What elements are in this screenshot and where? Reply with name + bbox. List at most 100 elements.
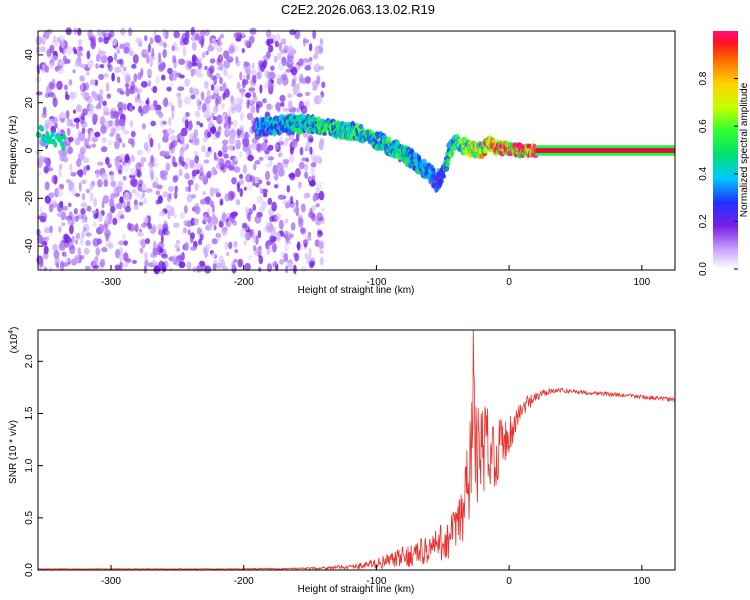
spectrogram-cell	[75, 239, 79, 245]
spectrogram-cell	[125, 80, 129, 90]
spectrogram-cell	[48, 203, 54, 213]
spectrogram-cell	[289, 93, 295, 98]
spectrogram-cell	[101, 246, 108, 253]
spectrogram-cell	[199, 29, 206, 38]
spectrogram-cell	[112, 111, 120, 119]
spectrogram-cell	[258, 206, 265, 213]
ridge-cell	[322, 131, 327, 136]
ridge-cell	[441, 173, 447, 179]
spectrogram-cell	[188, 61, 193, 68]
spectrogram-cell	[319, 250, 324, 254]
spectrogram-cell	[115, 46, 121, 51]
spectrogram-cell	[160, 234, 164, 244]
spectrogram-cell	[52, 97, 58, 108]
spectrogram-cell	[216, 47, 223, 53]
spectrogram-cell	[35, 91, 43, 96]
spectrogram-cell	[51, 39, 59, 48]
spectrogram-cell	[134, 94, 138, 104]
spectrogram-cell	[77, 52, 84, 57]
spectrogram-cell	[104, 229, 111, 238]
spectrogram-cell	[109, 132, 115, 137]
spectrogram-cell	[159, 150, 167, 157]
spectrogram-cell	[135, 37, 142, 44]
spectrogram-cell	[121, 261, 129, 268]
spectrogram-cell	[209, 58, 216, 64]
spectrogram-cell	[77, 27, 82, 36]
spectrogram-cell	[191, 41, 197, 51]
spectrogram-cell	[235, 37, 242, 42]
spectrogram-cell	[251, 62, 255, 70]
spectrogram-cell	[215, 131, 221, 138]
spectrogram-cell	[118, 137, 123, 144]
spectrogram-cell	[273, 55, 278, 63]
spectrogram-cell	[190, 246, 197, 251]
spectrogram-cell	[43, 236, 49, 242]
spectrogram-cell	[52, 243, 58, 252]
y-tick-label: -20	[24, 191, 35, 206]
spectrogram-cell	[110, 180, 117, 187]
spectrogram-cell	[152, 259, 157, 268]
spectrogram-cell	[98, 73, 105, 81]
spectrogram-cell	[223, 60, 231, 69]
spectrogram-cell	[258, 245, 262, 251]
spectrogram-cell	[107, 55, 114, 63]
spectrogram-cell	[144, 259, 149, 267]
spectrogram-cell	[72, 69, 76, 74]
spectrogram-cell	[252, 203, 256, 212]
spectrogram-cell	[137, 98, 142, 104]
spectrogram-cell	[317, 94, 323, 104]
spectrogram-cell	[79, 146, 87, 154]
spectrogram-cell	[194, 205, 201, 215]
spectrogram-cell	[61, 262, 69, 267]
spectrogram-cell	[85, 71, 90, 76]
spectrogram-cell	[194, 155, 199, 164]
spectrogram-cell	[190, 232, 195, 240]
spectrogram-cell	[254, 160, 261, 165]
spectrogram-cell	[140, 81, 148, 88]
spectrogram-cell	[292, 140, 298, 149]
spectrogram-cell	[321, 207, 325, 212]
spectrogram-cell	[254, 215, 262, 224]
spectrogram-cell	[226, 112, 231, 117]
spectrogram-cell	[279, 94, 286, 102]
spectrogram-cell	[236, 128, 242, 137]
spectrogram-cell	[293, 74, 297, 84]
spectrogram-cell	[222, 92, 226, 101]
spectrogram-cell	[93, 197, 97, 208]
spectrogram-cell	[83, 247, 90, 255]
snr-multiplier-close: )	[9, 327, 20, 330]
spectrogram-cell	[66, 127, 71, 136]
spectrogram-cell	[311, 205, 316, 212]
spectrogram-cell	[252, 91, 257, 98]
spectrogram-cell	[77, 247, 82, 257]
spectrogram-cell	[181, 251, 185, 261]
spectrogram-cell	[45, 29, 53, 35]
spectrogram-cell	[171, 70, 178, 81]
spectrogram-cell	[149, 103, 155, 111]
spectrogram-cell	[206, 68, 213, 78]
spectrogram-cell	[58, 167, 62, 178]
spectrogram-cell	[85, 188, 90, 194]
spectrogram-cell	[211, 166, 217, 176]
spectrogram-cell	[234, 156, 239, 162]
spectrogram-cell	[276, 162, 282, 169]
spectrogram-cell	[268, 38, 274, 44]
spectrogram-cell	[109, 29, 115, 38]
spectrogram-cell	[235, 103, 242, 113]
spectrogram-cell	[296, 241, 301, 251]
spectrogram-cell	[191, 54, 197, 63]
spectrogram-cell	[39, 259, 44, 268]
spectrogram-cell	[78, 181, 82, 192]
snr-multiplier: (x104)	[8, 327, 20, 354]
spectrogram-cell	[98, 223, 105, 234]
spectrogram-cell	[118, 185, 123, 193]
spectrogram-cell	[207, 146, 212, 152]
spectrogram-cell	[77, 45, 83, 51]
spectrogram-cell	[202, 191, 207, 196]
spectrogram-cell	[218, 255, 224, 263]
spectrogram-cell	[194, 110, 201, 118]
spectrogram-cell	[49, 199, 57, 204]
spectrogram-cell	[64, 90, 69, 99]
y-tick-label: -40	[24, 238, 35, 253]
spectrogram-cell	[220, 215, 227, 224]
